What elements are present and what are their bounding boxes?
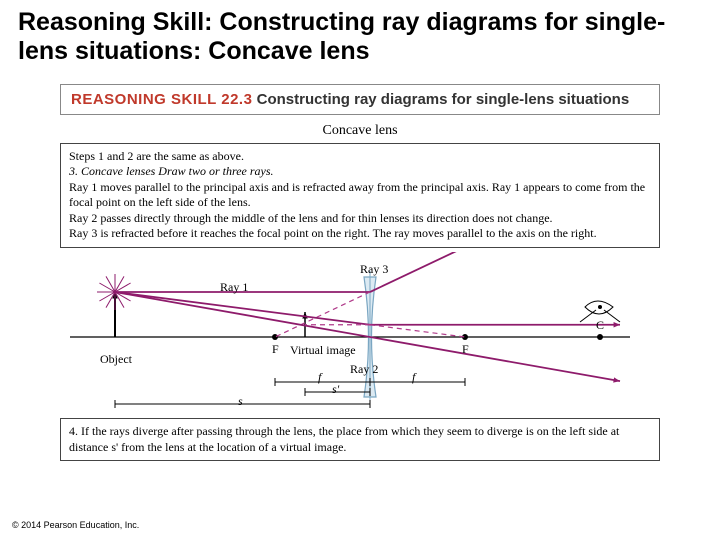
skill-number: REASONING SKILL 22.3 — [71, 91, 252, 108]
label-F-right: F — [462, 342, 469, 357]
label-F-left: F — [272, 342, 279, 357]
lens-subtitle: Concave lens — [60, 123, 660, 139]
step-line: Ray 1 moves parallel to the principal ax… — [69, 180, 651, 211]
step-line: 3. Concave lenses Draw two or three rays… — [69, 164, 651, 180]
label-ray2: Ray 2 — [350, 362, 378, 377]
label-object: Object — [100, 352, 132, 367]
label-f-left: f — [318, 370, 321, 385]
label-ray3: Ray 3 — [360, 262, 388, 277]
label-s: s — [238, 394, 243, 409]
step-line: Ray 3 is refracted before it reaches the… — [69, 226, 651, 242]
label-f-right: f — [412, 370, 415, 385]
note-box: 4. If the rays diverge after passing thr… — [60, 418, 660, 461]
label-virtual: Virtual image — [290, 344, 356, 356]
diagram-svg — [60, 252, 640, 412]
figure-container: REASONING SKILL 22.3 Constructing ray di… — [60, 84, 660, 462]
step-line: Steps 1 and 2 are the same as above. — [69, 149, 651, 165]
slide-title: Reasoning Skill: Constructing ray diagra… — [0, 0, 720, 66]
label-C: C — [596, 318, 604, 333]
label-sprime: s' — [332, 382, 339, 397]
skill-title: Constructing ray diagrams for single-len… — [257, 91, 630, 108]
copyright: © 2014 Pearson Education, Inc. — [12, 520, 139, 530]
skill-header: REASONING SKILL 22.3 Constructing ray di… — [60, 84, 660, 115]
ray-diagram: Object Ray 1 Ray 2 Ray 3 F F C Virtual i… — [60, 252, 660, 412]
label-ray1: Ray 1 — [220, 280, 248, 295]
step-line: Ray 2 passes directly through the middle… — [69, 211, 651, 227]
steps-box: Steps 1 and 2 are the same as above. 3. … — [60, 143, 660, 249]
